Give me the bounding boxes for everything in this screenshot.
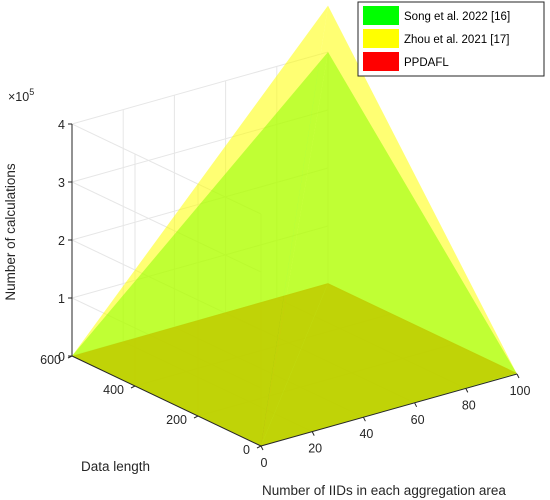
x-tick-4	[465, 388, 469, 393]
surface-layer	[72, 5, 517, 446]
z-tick-label-4: 4	[58, 118, 65, 132]
z-tick-label-2: 2	[58, 234, 65, 248]
x-tick-0	[260, 445, 264, 451]
x-tick-label-0: 0	[261, 456, 268, 470]
surface-zhou-et-al-2021-17-tri-a	[261, 5, 517, 446]
z-tick-label-0: 0	[58, 350, 65, 364]
x-tick-label-5: 100	[510, 384, 531, 398]
y-tick-2	[130, 385, 136, 389]
z-tick-label-3: 3	[58, 176, 65, 190]
y-tick-label-1: 200	[166, 413, 187, 427]
x-tick-1	[311, 431, 315, 436]
y-tick-label-2: 400	[103, 383, 124, 397]
surface-zhou-et-al-2021-17-tri-b	[72, 5, 328, 446]
x-tick-3	[414, 402, 418, 408]
x-tick-5	[516, 373, 520, 379]
x-tick-label-4: 80	[462, 398, 476, 412]
x-tick-label-3: 60	[411, 413, 425, 427]
z-exponent-label: ×105	[8, 87, 34, 104]
legend-swatch-ppdafl	[363, 52, 399, 71]
x-tick-label-2: 40	[359, 427, 373, 441]
y-tick-0	[256, 445, 262, 449]
legend-entry-song: Song et al. 2022 [16]	[363, 6, 510, 25]
legend-label-song: Song et al. 2022 [16]	[404, 11, 510, 23]
legend-entry-ppdafl: PPDAFL	[363, 52, 449, 71]
y-tick-label-3: 600	[40, 353, 61, 367]
legend-label-zhou: Zhou et al. 2021 [17]	[404, 34, 510, 46]
z-tick-label-1: 1	[58, 292, 65, 306]
legend-label-ppdafl: PPDAFL	[404, 57, 449, 69]
y-axis-label: Data length	[81, 459, 150, 474]
x-axis-label: Number of IIDs in each aggregation area	[262, 483, 506, 498]
y-tick-1	[193, 415, 199, 419]
legend-swatch-song	[363, 6, 399, 25]
z-axis-label: Number of calculations	[3, 163, 18, 301]
legend: Song et al. 2022 [16] Zhou et al. 2021 […	[357, 1, 545, 77]
y-tick-label-0: 0	[243, 443, 250, 457]
x-axis-line	[260, 373, 518, 447]
legend-swatch-zhou	[363, 29, 399, 48]
legend-entry-zhou: Zhou et al. 2021 [17]	[363, 29, 510, 48]
x-tick-label-1: 20	[308, 442, 322, 456]
y-axis-line	[71, 355, 262, 447]
x-tick-2	[362, 416, 366, 422]
